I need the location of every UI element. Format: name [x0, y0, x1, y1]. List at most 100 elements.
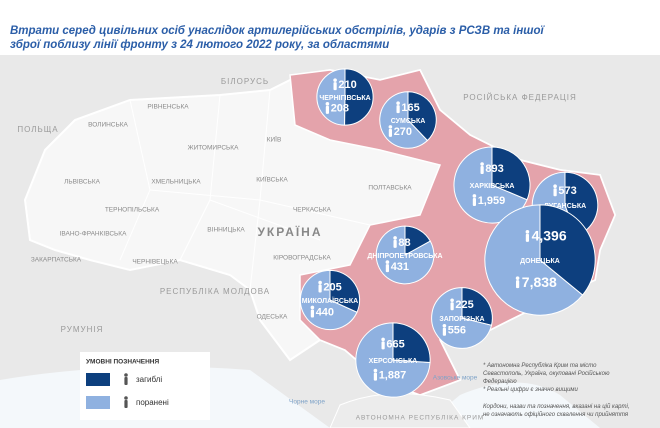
killed-wedge	[461, 287, 493, 326]
person-icon	[525, 230, 530, 234]
oblast-borders	[119, 89, 371, 291]
region-name: ЛУГАНСЬКА	[544, 203, 586, 210]
person-icon	[310, 305, 315, 310]
person-icon	[325, 102, 330, 106]
person-icon	[450, 298, 454, 303]
oblast-label: ХМЕЛЬНИЦЬКА	[151, 179, 201, 186]
person-icon	[553, 188, 557, 197]
oblast-label: ТЕРНОПІЛЬСЬКА	[105, 207, 160, 214]
person-icon	[472, 194, 477, 198]
person-icon	[388, 125, 393, 129]
region-name: ЧЕРНІГІВСЬКА	[319, 95, 370, 102]
killed-label: 893	[485, 163, 503, 175]
killed-label: 205	[323, 281, 341, 293]
injured-wedge	[316, 68, 346, 126]
person-icon	[525, 233, 529, 242]
person-icon	[385, 264, 389, 273]
region-name: ДОНЕЦЬКА	[520, 258, 560, 265]
oblast-label: КИЇВСЬКА	[256, 176, 288, 184]
country-label: ПОЛЬЩА	[17, 125, 58, 134]
region-name: МИКОЛАЇВСЬКА	[302, 297, 359, 305]
person-icon	[385, 260, 390, 264]
note: Кордони, назви та позначення, вказані на…	[483, 404, 630, 418]
killed-wedge	[539, 204, 596, 296]
person-icon	[472, 197, 476, 206]
legend-swatch	[86, 373, 110, 386]
country-label: БІЛОРУСЬ	[221, 77, 269, 86]
oblast-label: ПОЛТАВСЬКА	[368, 185, 412, 192]
person-icon	[480, 162, 484, 166]
oblast-label: ВІННИЦЬКА	[207, 227, 245, 234]
region-name: ЗАПОРІЗЬКА	[439, 316, 484, 323]
country-label: АВТОНОМНА РЕСПУБЛІКА КРИМ	[356, 415, 485, 422]
country-label: РОСІЙСЬКА ФЕДЕРАЦІЯ	[463, 93, 577, 102]
person-icon	[325, 105, 329, 114]
oblast-label: ЖИТОМИРСЬКА	[188, 145, 240, 152]
region-name: ХАРКІВСЬКА	[470, 183, 515, 190]
killed-wedge	[392, 322, 431, 364]
killed-label: 88	[398, 237, 410, 249]
person-icon	[450, 302, 454, 311]
oblast-label: ЧЕРКАСЬКА	[293, 207, 332, 214]
legend-label: загиблі	[136, 375, 162, 384]
region-name: ХЕРСОНСЬКА	[369, 358, 418, 365]
injured-label: 440	[316, 306, 334, 318]
person-icon	[516, 280, 520, 289]
note: * Автономна Республіка Крим та місто Сев…	[483, 363, 610, 385]
person-icon	[124, 373, 128, 377]
country-label: РЕСПУБЛІКА МОЛДОВА	[160, 287, 270, 296]
person-icon	[373, 372, 377, 381]
killed-label: 665	[386, 338, 404, 350]
killed-wedge	[344, 68, 374, 126]
injured-label: 208	[331, 103, 349, 115]
person-icon	[442, 327, 446, 336]
person-icon	[388, 128, 392, 137]
person-icon	[124, 400, 128, 408]
oblast-label: ОДЕСЬКА	[257, 314, 288, 321]
person-icon	[393, 239, 397, 248]
killed-label: 210	[338, 79, 356, 91]
person-icon	[124, 396, 128, 400]
person-icon	[396, 101, 400, 105]
killed-wedge	[407, 91, 437, 142]
sea-label: Азовське море	[433, 375, 478, 382]
injured-label: 1,887	[379, 370, 407, 382]
affected-regions	[289, 69, 616, 396]
oblast-label: ЗАКАРПАТСЬКА	[31, 257, 82, 264]
injured-label: 1,959	[478, 195, 506, 207]
region-name: ДНІПРОПЕТРОВСЬКА	[367, 253, 442, 260]
oblast-label: ВОЛИНСЬКА	[88, 122, 128, 129]
oblast-label: КІРОВОГРАДСЬКА	[273, 255, 331, 262]
person-icon	[381, 337, 385, 342]
person-icon	[396, 105, 400, 114]
legend-swatch	[86, 396, 110, 409]
injured-label: 556	[448, 325, 466, 337]
killed-wedge	[329, 269, 361, 313]
country-label: УКРАЇНА	[257, 224, 322, 239]
injured-label: 431	[391, 261, 409, 273]
person-icon	[124, 377, 128, 385]
person-icon	[318, 280, 322, 285]
injured-label: 7,838	[522, 274, 557, 290]
note: * Реальні цифри є значно вищими	[483, 387, 578, 393]
legend-label: поранені	[136, 398, 169, 407]
oblast-label: ЧЕРНІВЕЦЬКА	[132, 259, 178, 266]
person-icon	[381, 341, 385, 350]
killed-wedge	[491, 146, 531, 201]
injured-wedge	[299, 269, 358, 331]
oblast-label: РІВНЕНСЬКА	[147, 104, 189, 111]
person-icon	[310, 309, 314, 318]
person-icon	[333, 82, 337, 91]
oblast-label: ІВАНО-ФРАНКІВСЬКА	[60, 231, 128, 238]
person-icon	[373, 368, 378, 373]
oblast-label: КИЇВ	[267, 136, 282, 144]
killed-label: 4,396	[532, 228, 567, 244]
title: Втрати серед цивільних осіб унаслідок ар…	[10, 25, 544, 51]
person-icon	[515, 276, 520, 280]
oblast-label: ЛЬВІВСЬКА	[64, 179, 101, 186]
person-icon	[393, 236, 397, 240]
legend-title: УМОВНІ ПОЗНАЧЕННЯ	[86, 359, 159, 366]
sea-label: Чорне море	[289, 399, 325, 406]
